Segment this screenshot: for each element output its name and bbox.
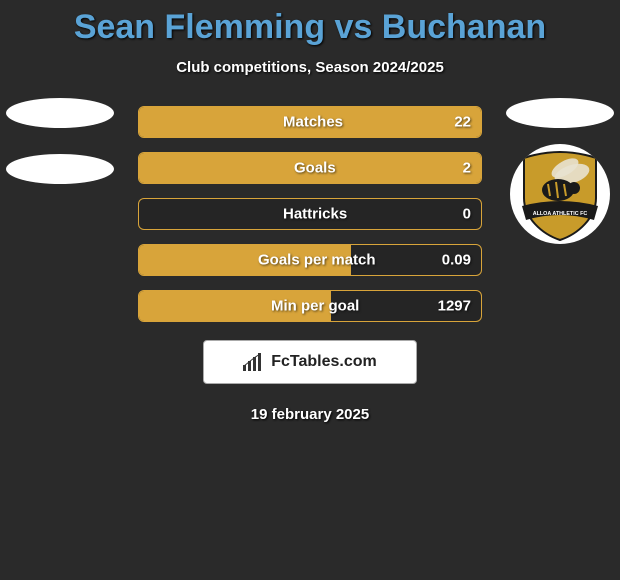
stat-row-matches: Matches 22 bbox=[138, 106, 482, 138]
stat-value: 1297 bbox=[438, 298, 471, 315]
left-logo-column bbox=[6, 106, 114, 210]
page-subtitle: Club competitions, Season 2024/2025 bbox=[0, 59, 620, 76]
club-badge: ALLOA ATHLETIC FC bbox=[510, 144, 610, 244]
stat-value: 2 bbox=[463, 160, 471, 177]
stat-label: Hattricks bbox=[283, 206, 347, 223]
stat-row-goals-per-match: Goals per match 0.09 bbox=[138, 244, 482, 276]
stat-label: Goals bbox=[294, 160, 336, 177]
brand-text: FcTables.com bbox=[271, 353, 377, 371]
stats-rows: Matches 22 Goals 2 Hattricks 0 Goals per… bbox=[138, 106, 482, 322]
right-logo-column: ALLOA ATHLETIC FC bbox=[506, 106, 614, 244]
left-logo-1 bbox=[6, 98, 114, 128]
brand-card: FcTables.com bbox=[203, 340, 417, 384]
stat-value: 0 bbox=[463, 206, 471, 223]
footer-date: 19 february 2025 bbox=[0, 406, 620, 423]
bars-icon bbox=[243, 353, 265, 371]
stat-value: 0.09 bbox=[442, 252, 471, 269]
stat-row-goals: Goals 2 bbox=[138, 152, 482, 184]
stat-label: Goals per match bbox=[258, 252, 376, 269]
page-title: Sean Flemming vs Buchanan bbox=[0, 8, 620, 47]
badge-banner-text: ALLOA ATHLETIC FC bbox=[533, 211, 588, 217]
stat-label: Min per goal bbox=[271, 298, 359, 315]
stat-row-hattricks: Hattricks 0 bbox=[138, 198, 482, 230]
stat-value: 22 bbox=[454, 114, 471, 131]
right-logo-1 bbox=[506, 98, 614, 128]
stat-label: Matches bbox=[283, 114, 343, 131]
comparison-infographic: Sean Flemming vs Buchanan Club competiti… bbox=[0, 0, 620, 423]
stat-row-min-per-goal: Min per goal 1297 bbox=[138, 290, 482, 322]
left-logo-2 bbox=[6, 154, 114, 184]
content-area: ALLOA ATHLETIC FC Matches 22 Goals 2 Hat… bbox=[0, 106, 620, 423]
